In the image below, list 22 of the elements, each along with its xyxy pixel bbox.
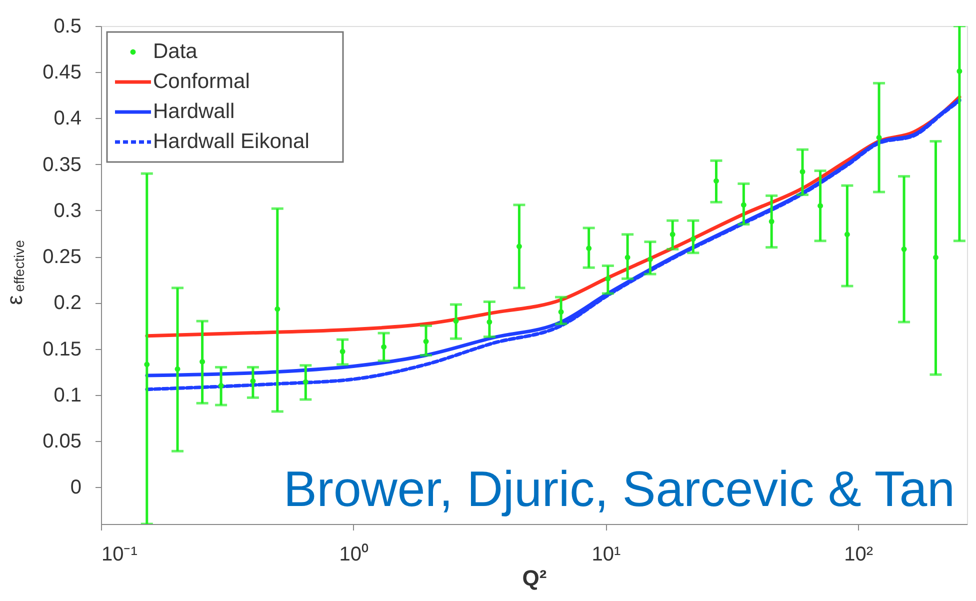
y-tick-label: 0.15 xyxy=(42,338,82,360)
y-tick-label: 0.05 xyxy=(42,430,82,452)
y-tick-label: 0 xyxy=(70,476,82,499)
y-tick-label: 0.2 xyxy=(54,292,82,314)
y-tick-label: 0.45 xyxy=(42,62,82,84)
x-tick-label: 10¹ xyxy=(592,544,622,566)
x-tick-label: 10² xyxy=(844,544,874,566)
annotation: Brower, Djuric, Sarcevic & Tan xyxy=(283,461,955,517)
legend-label: Hardwall Eikonal xyxy=(153,130,310,153)
x-tick-label: 10⁻¹ xyxy=(102,544,138,566)
y-axis-title: εeffective xyxy=(2,240,27,305)
legend-label: Data xyxy=(153,40,198,63)
x-axis-title: Q² xyxy=(522,566,547,590)
y-tick-label: 0.35 xyxy=(42,154,82,176)
legend-label: Hardwall xyxy=(153,100,235,123)
legend-label: Conformal xyxy=(153,70,250,93)
y-tick-label: 0.4 xyxy=(54,108,82,130)
y-tick-label: 0.1 xyxy=(54,384,82,406)
y-tick-label: 0.3 xyxy=(54,200,82,222)
x-tick-label: 10⁰ xyxy=(339,542,369,566)
y-tick-label: 0.25 xyxy=(42,246,82,268)
y-tick-label: 0.5 xyxy=(54,16,82,38)
